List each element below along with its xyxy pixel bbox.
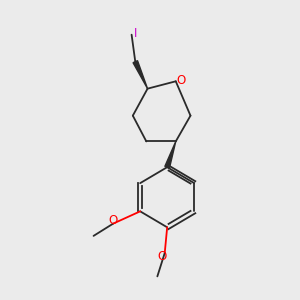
Polygon shape [133, 61, 148, 89]
Text: I: I [134, 27, 138, 40]
Polygon shape [165, 141, 176, 168]
Text: O: O [158, 250, 167, 262]
Text: O: O [176, 74, 186, 87]
Text: O: O [109, 214, 118, 227]
